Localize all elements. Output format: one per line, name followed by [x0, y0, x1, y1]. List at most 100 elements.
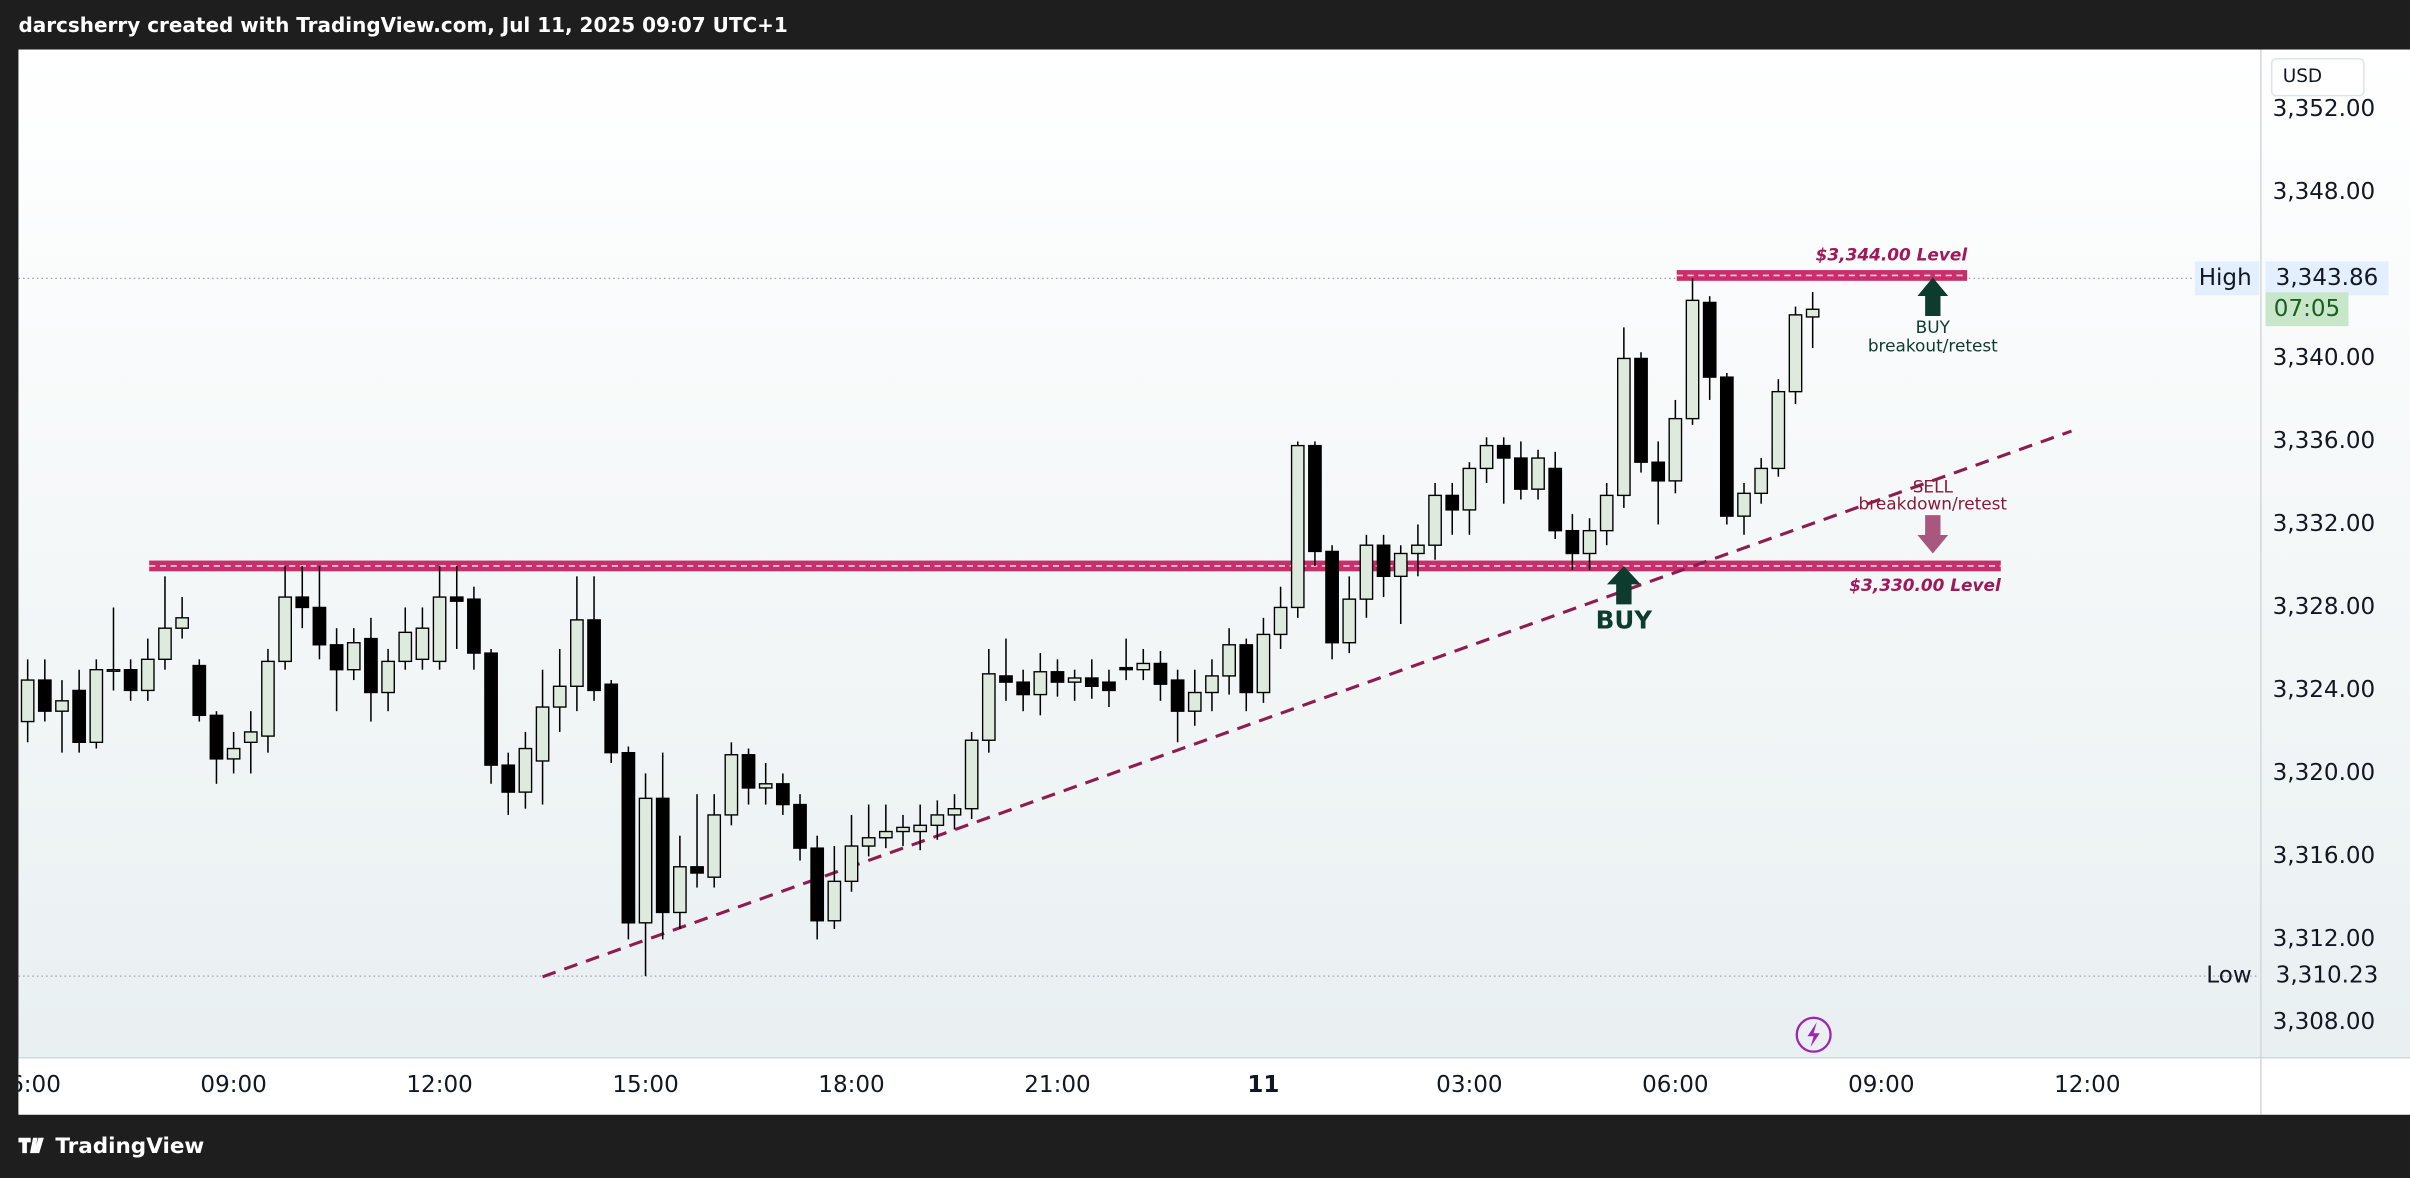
- candle-body-up: [278, 596, 292, 663]
- candle-body-up: [1462, 467, 1477, 511]
- y-tick-label: 3,332.00: [2273, 511, 2376, 537]
- candle-body-up: [913, 824, 928, 833]
- header-title: darcsherry created with TradingView.com,…: [18, 13, 787, 37]
- candle-body-up: [707, 814, 722, 878]
- candle-body-up: [1754, 467, 1769, 495]
- candle-body-down: [1102, 681, 1116, 692]
- currency: USD: [2283, 66, 2322, 87]
- candle-body-down: [1651, 461, 1666, 482]
- candle-body-up: [724, 754, 739, 816]
- candle-body-up: [518, 747, 533, 793]
- lightning-icon[interactable]: [1795, 1016, 1832, 1053]
- candle-body-down: [312, 606, 327, 646]
- candle-body-up: [1273, 606, 1288, 636]
- y-tick-label: 3,324.00: [2273, 677, 2376, 703]
- candle-body-down: [1719, 376, 1734, 517]
- candle-body-up: [861, 837, 876, 847]
- level-label: $3,344.00 Level: [1816, 244, 1968, 264]
- candle-body-up: [381, 660, 395, 694]
- candle-body-down: [1548, 467, 1563, 532]
- x-tick-label: 12:00: [406, 1072, 472, 1098]
- candle-body-up: [89, 668, 104, 744]
- candle-body-down: [1153, 662, 1168, 685]
- marker-label-bg: [2194, 261, 2260, 296]
- signal-sublabel: breakout/retest: [1868, 336, 1998, 356]
- candle-body-up: [226, 747, 241, 760]
- candle-body-down: [810, 847, 825, 922]
- candle-body-up: [827, 880, 842, 922]
- candle-body-down: [484, 652, 498, 766]
- candle-body-up: [175, 617, 190, 629]
- candle-body-up: [1668, 417, 1683, 482]
- candle-body-up: [1599, 494, 1614, 532]
- candle-body-up: [1805, 308, 1820, 318]
- y-tick-label: 3,312.00: [2273, 926, 2376, 952]
- signal-label: SELL: [1913, 476, 1954, 496]
- candle-body-down: [364, 637, 378, 694]
- candle-body-up: [535, 706, 550, 762]
- marker-value: 3,310.23: [2276, 963, 2379, 989]
- candle-body-down: [775, 783, 790, 806]
- x-tick-label: 21:00: [1024, 1072, 1090, 1098]
- candle-body-up: [1256, 633, 1271, 694]
- candle-body-down: [501, 764, 516, 793]
- candle-body-up: [1411, 544, 1425, 555]
- candle-body-up: [1222, 644, 1236, 677]
- candle-body-up: [1290, 444, 1305, 609]
- candle-body-up: [1187, 691, 1202, 712]
- plot: $3,344.00 Level$3,330.00 LevelBUYBUYbrea…: [18, 244, 2260, 979]
- candle-body-up: [896, 826, 910, 833]
- candle-body-down: [1565, 529, 1580, 555]
- candle-body-up: [947, 808, 962, 816]
- candle-body-down: [1445, 494, 1460, 511]
- marker-value-bg: [2265, 261, 2389, 296]
- countdown: 07:05: [2274, 296, 2340, 322]
- x-tick-label: 06:00: [1642, 1072, 1708, 1098]
- signal-sublabel: breakdown/retest: [1859, 493, 2008, 513]
- candle-body-up: [1479, 444, 1494, 470]
- candle-body-up: [1428, 494, 1442, 546]
- countdown-bg: [2265, 292, 2349, 327]
- x-tick-label: 09:00: [200, 1072, 266, 1098]
- y-tick-label: 3,316.00: [2273, 843, 2376, 869]
- candle-body-up: [758, 783, 773, 789]
- candle-body-down: [1496, 444, 1511, 459]
- signal-arrow: [1917, 277, 1949, 316]
- candle-body-down: [604, 683, 619, 754]
- candle-body-up: [844, 845, 859, 883]
- candle-body-down: [1634, 357, 1648, 463]
- price-axis: 3,352.00 3,348.00 3,340.00 3,336.00 3,332.00…: [2270, 57, 2376, 1035]
- candle-body-up: [1067, 677, 1082, 683]
- candle-body-up: [1685, 299, 1700, 420]
- x-tick-label: 15:00: [612, 1072, 678, 1098]
- x-tick-label: 11: [1247, 1072, 1279, 1098]
- candle-body-up: [1531, 457, 1545, 490]
- candle-body-up: [570, 619, 584, 687]
- candle-body-down: [467, 598, 481, 654]
- candle-body-up: [140, 658, 155, 692]
- candle-body-up: [1033, 671, 1048, 696]
- trendline: [542, 429, 2073, 979]
- candle-body-down: [587, 619, 601, 692]
- signal-arrow: [1917, 515, 1949, 554]
- signal-label: BUY: [1916, 317, 1951, 337]
- candle-body-up: [106, 668, 121, 672]
- candle-body-down: [1050, 671, 1065, 683]
- candle-body-up: [1342, 598, 1357, 644]
- footer-logo: [18, 1137, 44, 1154]
- candle-body-up: [1359, 544, 1374, 600]
- candle-body-up: [673, 866, 687, 914]
- x-tick-label: 12:00: [2054, 1072, 2120, 1098]
- candle-body-down: [793, 803, 807, 849]
- marker-label: High: [2199, 265, 2252, 291]
- candle-body-up: [964, 739, 979, 810]
- x-tick-label: 03:00: [1436, 1072, 1502, 1098]
- candle-body-up: [158, 627, 172, 661]
- candle-body-down: [1702, 301, 1717, 378]
- candle-body-down: [690, 866, 704, 874]
- currency-box: [2270, 57, 2365, 97]
- candle-body-down: [1514, 457, 1528, 490]
- candle-body-up: [243, 731, 258, 744]
- footer-brand: TradingView: [55, 1134, 204, 1159]
- candle-body-up: [432, 596, 447, 663]
